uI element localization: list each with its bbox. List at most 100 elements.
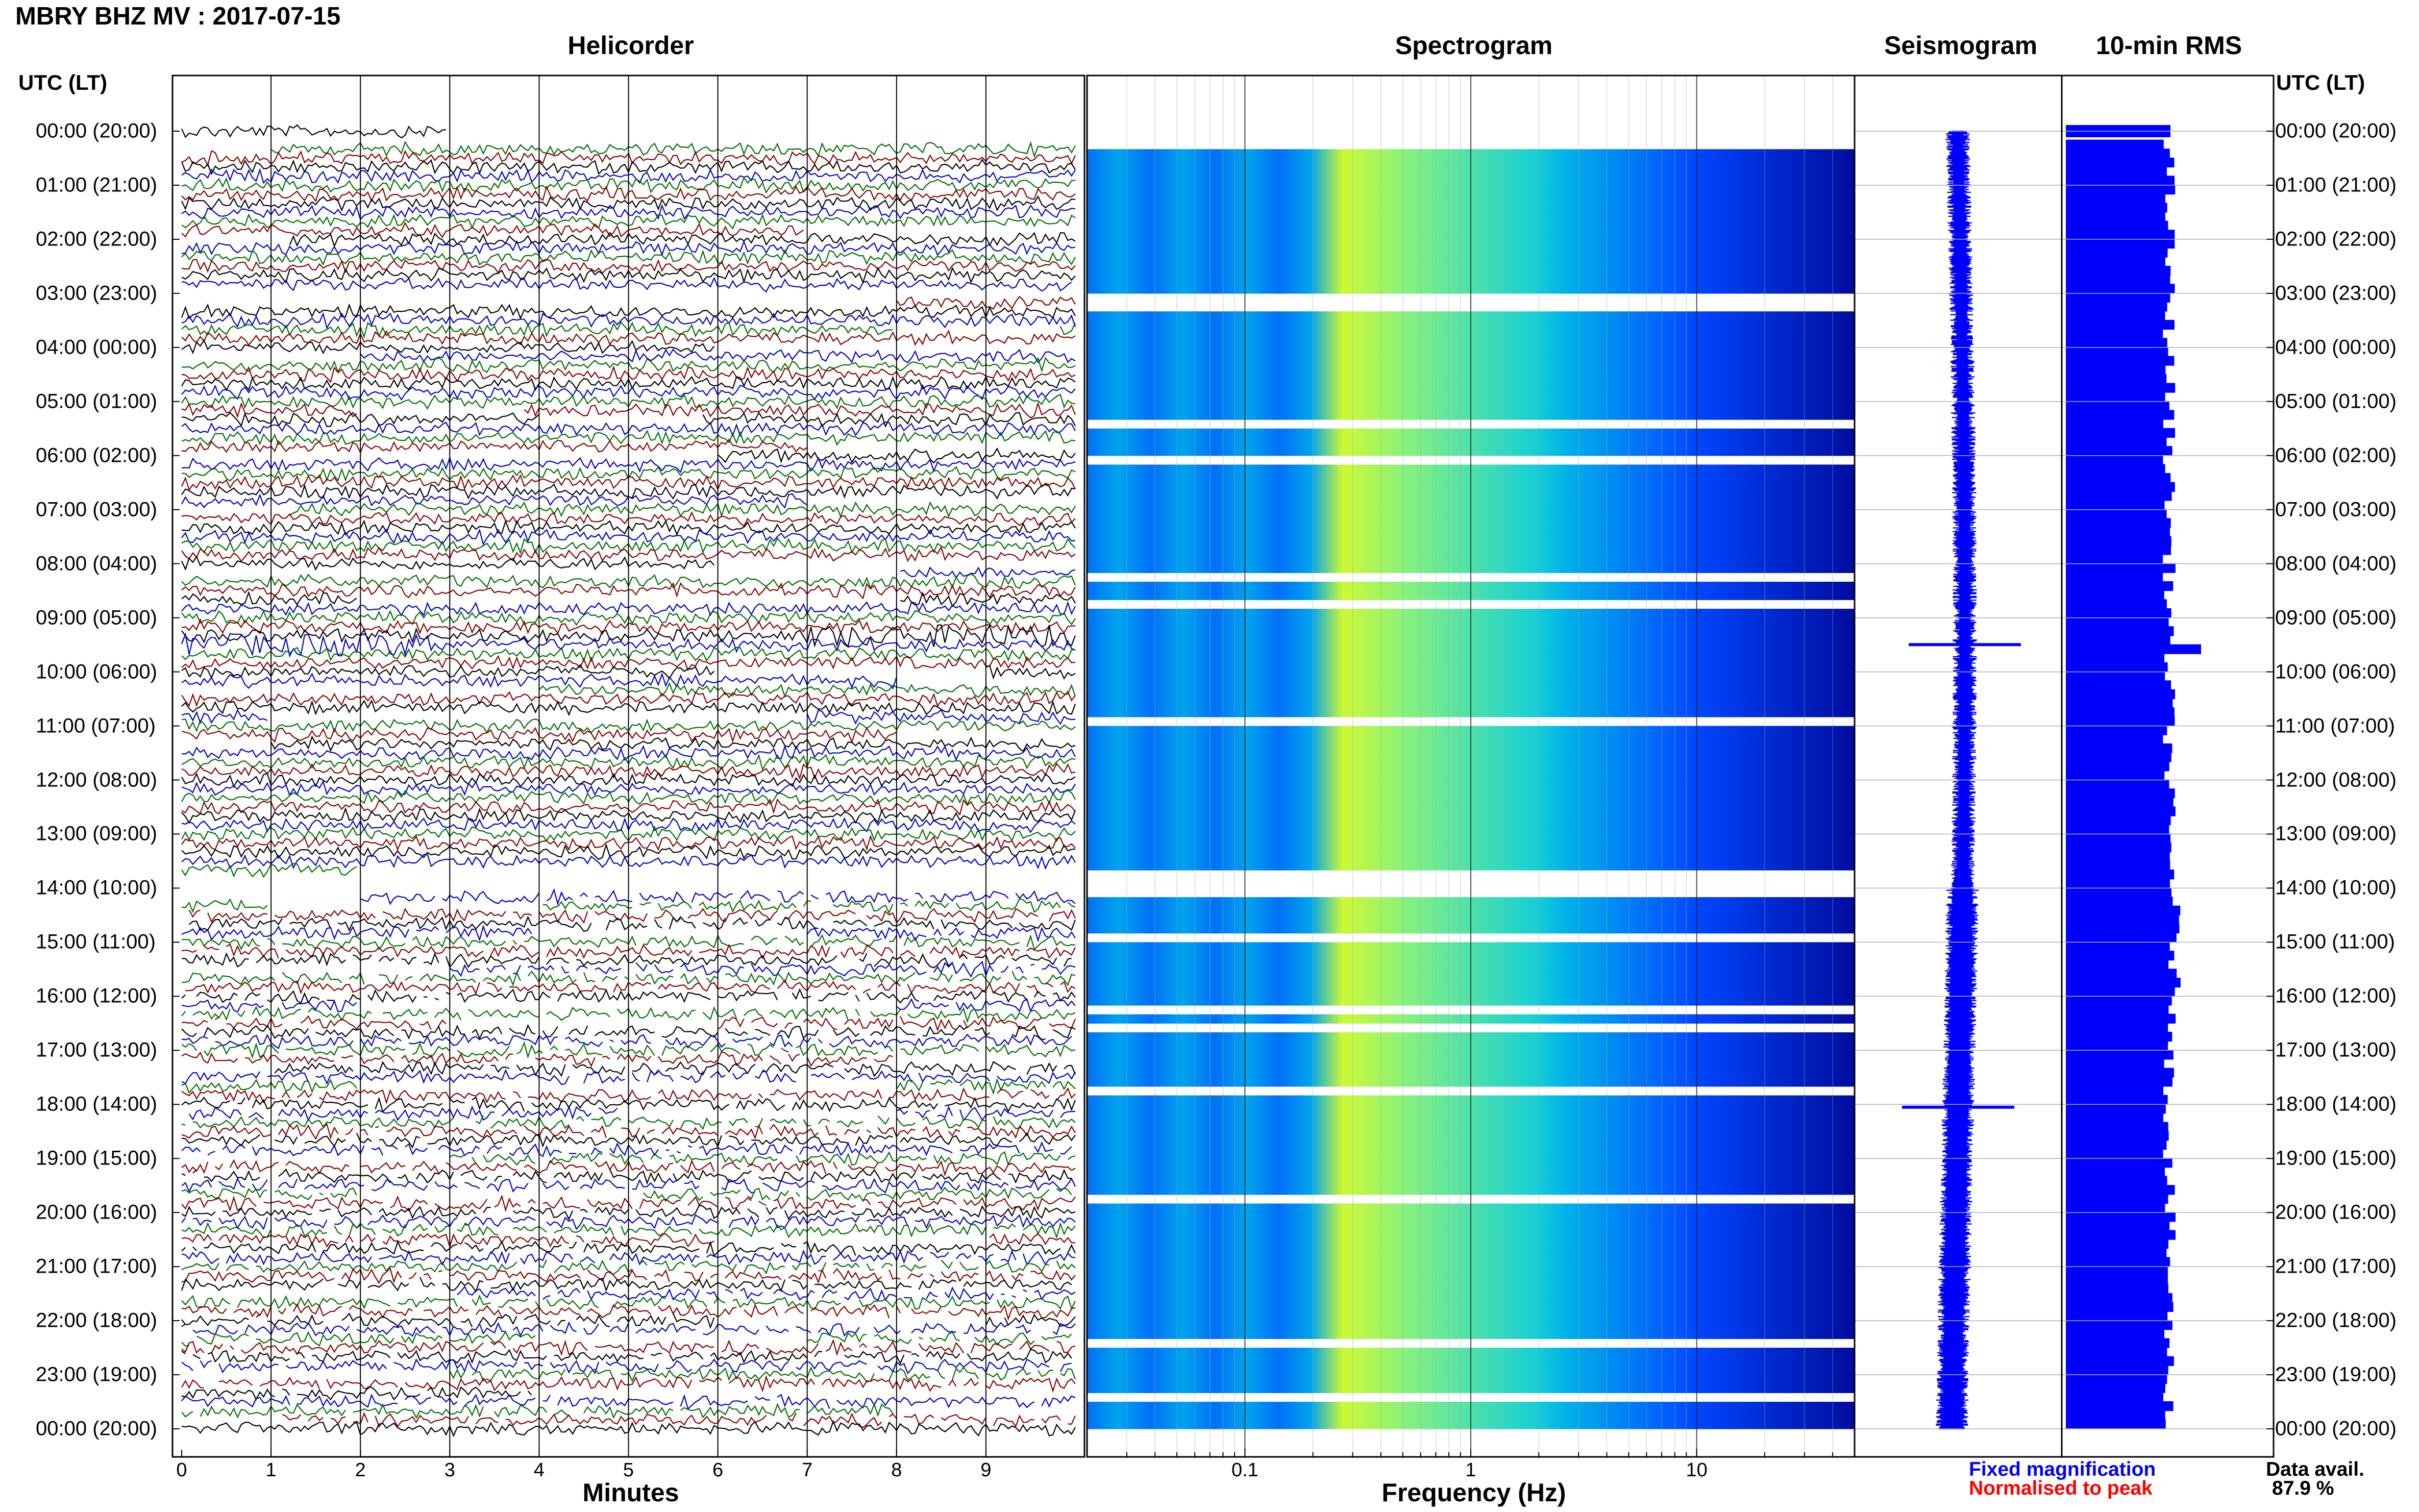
helicorder-trace — [360, 888, 1076, 906]
helicorder-trace — [181, 1115, 1076, 1131]
spectrogram-panel: 0.1 1 10 — [1087, 76, 1855, 1481]
helicorder-trace — [181, 1006, 1076, 1024]
helicorder-trace — [181, 1159, 1076, 1177]
rms-bar — [2066, 1068, 2174, 1078]
rms-bar — [2066, 319, 2175, 330]
rms-bar — [2066, 518, 2171, 528]
rms-bar — [2066, 833, 2171, 844]
rms-bar — [2066, 1401, 2174, 1411]
time-label-right: 13:00 (09:00) — [2275, 822, 2397, 845]
helicorder-trace — [289, 232, 1076, 248]
helicorder-tick-label: 5 — [623, 1459, 634, 1481]
rms-bar — [2066, 374, 2167, 384]
helicorder-tick-label: 6 — [712, 1459, 723, 1481]
helicorder-trace — [181, 952, 1072, 969]
page-title: MBRY BHZ MV : 2017-07-15 — [15, 3, 341, 30]
time-label-left: 08:00 (04:00) — [36, 552, 157, 575]
helicorder-trace — [181, 1051, 893, 1068]
legend-normalised-to-peak: Normalised to peak — [1969, 1477, 2153, 1499]
rms-bar — [2066, 1365, 2168, 1375]
helicorder-trace — [181, 1312, 1076, 1329]
time-label-right: 05:00 (01:00) — [2275, 390, 2397, 413]
time-label-left: 10:00 (06:00) — [36, 660, 157, 683]
panel-frame — [171, 75, 1085, 1458]
helicorder-trace — [181, 1087, 1076, 1105]
rms-bar — [2066, 247, 2168, 258]
helicorder-trace — [270, 735, 1076, 753]
time-label-right: 12:00 (08:00) — [2275, 769, 2397, 791]
time-label-right: 01:00 (21:00) — [2275, 173, 2397, 196]
rms-bar — [2066, 1104, 2166, 1114]
rms-bar — [2066, 1329, 2164, 1339]
spectrogram-tick-label: 0.1 — [1231, 1459, 1258, 1481]
helicorder-xlabel: Minutes — [582, 1478, 679, 1507]
rms-bar — [2066, 779, 2169, 789]
rms-bar — [2066, 1239, 2168, 1249]
time-label-left: 04:00 (00:00) — [36, 336, 157, 359]
rms-bar — [2066, 581, 2174, 591]
rms-bar — [2066, 969, 2177, 979]
rms-bar — [2066, 1176, 2167, 1186]
rms-bar — [2066, 1077, 2173, 1087]
time-label-left: 18:00 (14:00) — [36, 1093, 157, 1116]
time-label-left: 17:00 (13:00) — [36, 1038, 157, 1061]
data-availability-label: Data avail. — [2266, 1458, 2364, 1480]
helicorder-tick-label: 2 — [355, 1459, 366, 1481]
rms-bar — [2066, 193, 2165, 204]
rms-bar — [2066, 527, 2170, 537]
rms-bar — [2066, 1122, 2168, 1132]
rms-bar — [2066, 824, 2169, 834]
rms-bar — [2066, 1112, 2163, 1123]
rms-bar — [2066, 996, 2172, 1006]
helicorder-trace — [181, 898, 1076, 914]
spectrogram-xlabel: Frequency (Hz) — [1381, 1478, 1566, 1507]
rms-bar — [2066, 1392, 2163, 1402]
rms-bar — [2066, 1058, 2164, 1069]
time-label-right: 20:00 (16:00) — [2275, 1201, 2397, 1224]
data-availability-value: 87.9 % — [2272, 1477, 2334, 1499]
helicorder-tick-label: 8 — [891, 1459, 902, 1481]
rms-bar — [2066, 329, 2163, 339]
rms-bar — [2066, 680, 2171, 690]
helicorder-tick-label: 4 — [534, 1459, 545, 1481]
helicorder-trace — [181, 1015, 1076, 1032]
rms-bar — [2066, 1050, 2174, 1060]
helicorder-trace — [181, 277, 1072, 293]
helicorder-trace — [181, 1214, 1076, 1230]
helicorder-trace — [900, 566, 1076, 579]
rms-bar — [2066, 1356, 2174, 1366]
rms-bar — [2066, 437, 2167, 447]
rms-bar — [2066, 815, 2171, 826]
time-label-right: 06:00 (02:00) — [2275, 444, 2397, 467]
helicorder-trace — [181, 1077, 1076, 1095]
time-label-right: 16:00 (12:00) — [2275, 984, 2397, 1007]
helicorder-trace — [181, 590, 1076, 608]
rms-bar — [2066, 698, 2173, 708]
rms-bar — [2066, 1230, 2176, 1240]
rms-bar — [2066, 617, 2169, 627]
rms-bar — [2066, 752, 2171, 762]
rms-bar — [2066, 419, 2163, 429]
rms-bar — [2066, 878, 2170, 888]
helicorder-trace — [188, 907, 1076, 924]
helicorder-trace — [181, 1041, 1076, 1059]
time-label-left: 01:00 (21:00) — [36, 173, 157, 196]
time-label-left: 00:00 (20:00) — [36, 1417, 157, 1440]
time-label-left: 21:00 (17:00) — [36, 1255, 157, 1278]
time-label-left: 22:00 (18:00) — [36, 1309, 157, 1332]
rms-bar — [2066, 1311, 2168, 1321]
helicorder-trace — [181, 401, 1076, 419]
rms-bar — [2066, 644, 2201, 654]
rms-bar — [2066, 1158, 2173, 1168]
rms-bar — [2066, 870, 2175, 880]
rms-bar — [2066, 1212, 2176, 1222]
time-label-right: 02:00 (22:00) — [2275, 228, 2397, 251]
helicorder-tick-label: 9 — [980, 1459, 991, 1481]
rms-bar — [2066, 932, 2177, 943]
rms-bar — [2066, 797, 2174, 807]
rms-bar — [2066, 148, 2170, 159]
rms-bar — [2066, 157, 2175, 168]
rms-bar — [2066, 951, 2175, 961]
rms-bar — [2066, 1320, 2173, 1330]
rms-bar — [2066, 455, 2163, 465]
